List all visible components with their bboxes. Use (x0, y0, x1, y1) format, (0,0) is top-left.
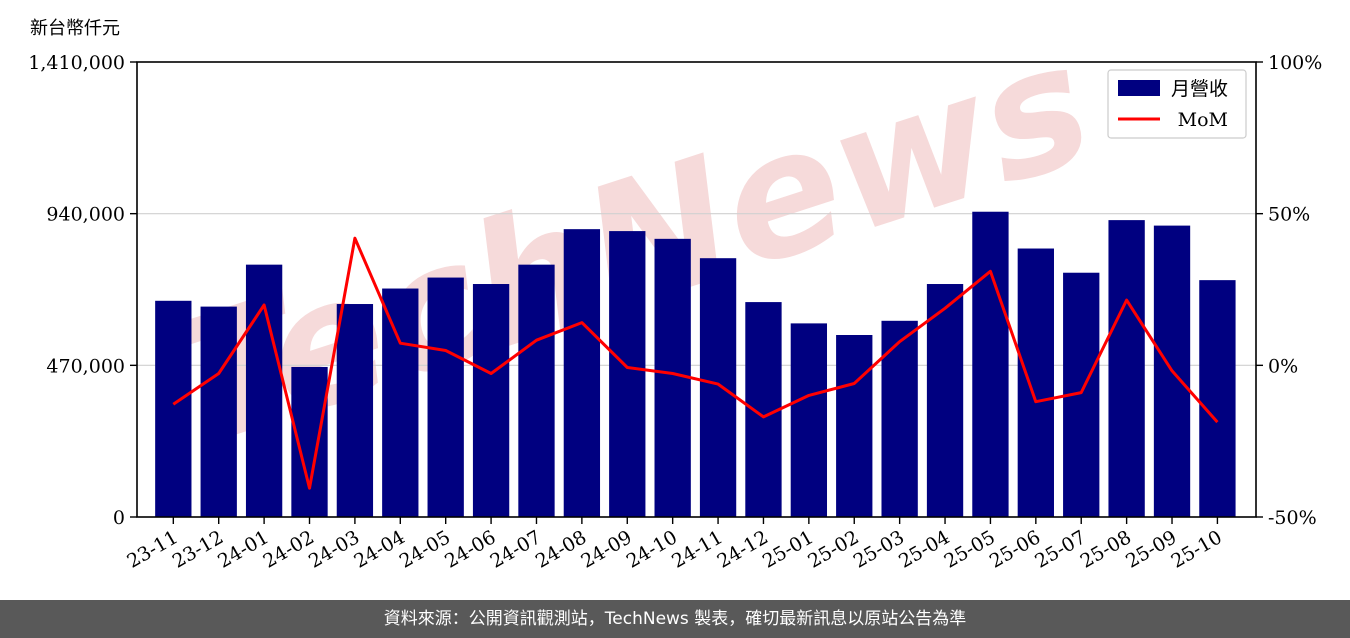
bar-24-04 (382, 288, 419, 517)
y-axis-unit-label: 新台幣仟元 (30, 18, 120, 39)
bar-24-05 (427, 277, 464, 517)
x-tick-label-24-07: 24-07 (487, 526, 545, 572)
bar-25-06 (1017, 248, 1054, 517)
x-tick-label-24-02: 24-02 (260, 526, 318, 572)
bar-24-01 (245, 264, 283, 517)
y-right-tick-label: 0% (1268, 355, 1298, 377)
bar-24-06 (472, 284, 510, 517)
bar-25-03 (881, 320, 918, 517)
x-tick-label-24-06: 24-06 (441, 526, 499, 572)
x-tick-label-24-08: 24-08 (532, 526, 590, 572)
x-tick-label-23-12: 23-12 (169, 526, 227, 572)
x-tick-label-25-06: 25-06 (986, 526, 1044, 572)
x-tick-label-24-04: 24-04 (350, 526, 408, 572)
bar-24-03 (336, 304, 374, 517)
x-tick-label-25-10: 25-10 (1167, 526, 1225, 572)
x-tick-label-25-04: 25-04 (895, 526, 953, 572)
bar-series-monthly-revenue (155, 211, 1236, 518)
x-tick-label-25-09: 25-09 (1122, 526, 1180, 572)
x-tick-label-24-03: 24-03 (305, 526, 363, 572)
bar-25-02 (836, 335, 873, 517)
x-tick-label-25-05: 25-05 (940, 526, 998, 572)
y-left-tick-label: 1,410,000 (28, 52, 125, 74)
legend-label-mom: MoM (1178, 109, 1228, 131)
x-tick-label-23-11: 23-11 (123, 526, 181, 572)
y-left-tick-label: 940,000 (46, 204, 125, 226)
bar-25-10 (1199, 280, 1236, 517)
bar-24-08 (563, 229, 601, 518)
legend-swatch-bar (1118, 80, 1160, 96)
y-right-tick-label: 50% (1268, 204, 1310, 226)
bar-24-10 (654, 238, 691, 517)
bar-23-12 (200, 306, 237, 517)
legend-label-revenue: 月營收 (1171, 78, 1228, 100)
bar-25-04 (926, 284, 964, 517)
x-tick-label-25-02: 25-02 (804, 526, 862, 572)
mom-line (172, 236, 1219, 490)
x-tick-label-25-07: 25-07 (1031, 526, 1089, 572)
bar-24-07 (518, 264, 555, 517)
y-left-tick-label: 0 (113, 507, 125, 529)
bar-24-11 (699, 258, 737, 517)
x-tick-label-24-11: 24-11 (668, 526, 726, 572)
y-right-tick-label: 100% (1268, 52, 1322, 74)
x-tick-label-24-09: 24-09 (577, 526, 635, 572)
plot-frame (136, 61, 1257, 518)
x-tick-label-24-10: 24-10 (623, 526, 681, 572)
x-tick-label-25-03: 25-03 (850, 526, 908, 572)
chart-legend: 月營收 MoM (1107, 69, 1247, 139)
bar-25-08 (1108, 220, 1145, 518)
bar-25-05 (972, 211, 1009, 517)
line-series-mom (172, 236, 1219, 490)
x-tick-label-25-01: 25-01 (759, 526, 817, 572)
y-left-tick-label: 470,000 (46, 355, 125, 377)
bar-25-01 (790, 323, 828, 517)
source-footer: 資料來源：公開資訊觀測站，TechNews 製表，確切最新訊息以原站公告為準 (0, 600, 1350, 638)
bar-24-09 (609, 231, 646, 517)
x-tick-label-24-01: 24-01 (214, 526, 272, 572)
bar-23-11 (155, 300, 192, 517)
x-tick-label-24-12: 24-12 (714, 526, 772, 572)
revenue-chart: TechNews 0470,000940,0001,410,000-50%0%5… (28, 4, 1322, 572)
x-tick-label-24-05: 24-05 (396, 526, 454, 572)
x-tick-label-25-08: 25-08 (1077, 526, 1135, 572)
y-right-tick-label: -50% (1268, 507, 1317, 529)
